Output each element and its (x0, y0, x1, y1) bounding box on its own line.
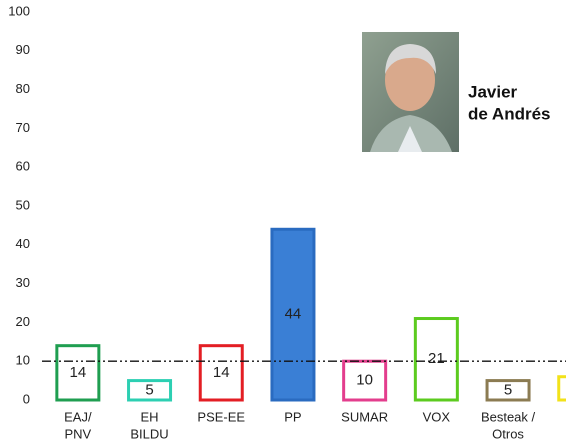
x-tick-label: Besteak / (481, 409, 536, 424)
x-tick-label: PSE-EE (197, 409, 245, 424)
bar (559, 377, 566, 400)
portrait (362, 32, 459, 152)
x-tick-label: PNV (64, 426, 91, 441)
y-tick-label: 30 (16, 275, 30, 290)
y-tick-label: 70 (16, 120, 30, 135)
x-tick-label: PP (284, 409, 301, 424)
x-tick-label: EH (141, 409, 159, 424)
x-tick-label: BILDU (130, 426, 168, 441)
value-label: 21 (428, 350, 445, 367)
chart: Javier de Andrés 0 10 20 30 40 50 60 70 80 90 100 1… (0, 0, 566, 448)
y-tick-label: 0 (23, 391, 30, 406)
value-label: 10 (356, 372, 373, 389)
y-tick-label: 20 (16, 314, 30, 329)
annotation: de Andrés (468, 104, 551, 123)
y-tick-label: 60 (16, 159, 30, 174)
y-tick-label: 40 (16, 236, 30, 251)
value-label: 44 (285, 306, 302, 323)
page: Javier de Andrés 0 10 20 30 40 50 60 70 80 90 100 1… (0, 0, 566, 448)
x-tick-label: Otros (492, 426, 524, 441)
y-tick-label: 90 (16, 42, 30, 57)
y-tick-label: 10 (16, 353, 30, 368)
x-tick-label: EAJ/ (64, 409, 92, 424)
value-label: 14 (70, 364, 87, 381)
y-tick-label: 100 (8, 3, 30, 18)
y-tick-label: 80 (16, 81, 30, 96)
value-label: 14 (213, 364, 230, 381)
y-tick-label: 50 (16, 197, 30, 212)
value-label: 5 (145, 381, 153, 398)
x-tick-label: SUMAR (341, 409, 388, 424)
x-tick-label: VOX (423, 409, 451, 424)
annotation: Javier (468, 82, 518, 101)
value-label: 5 (504, 381, 512, 398)
